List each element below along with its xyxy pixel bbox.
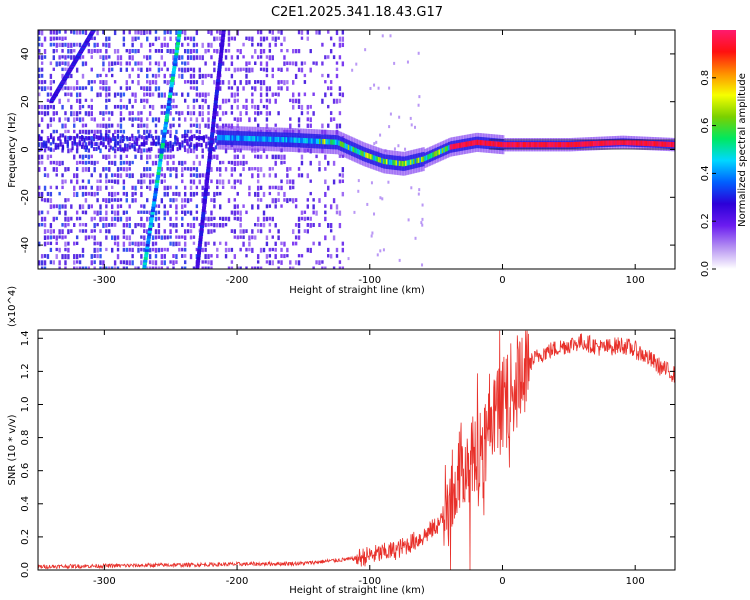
- snr-y-tick-label: 0.0: [20, 562, 31, 578]
- snr-x-tick-label: -300: [93, 576, 116, 587]
- spectrogram-x-tick-label: 0: [499, 275, 505, 286]
- spectrogram-x-axis: -300 -200 -100 0 100: [93, 30, 645, 286]
- spectrogram-y-tick-label: 20: [20, 95, 31, 108]
- colorbar-tick-label: 0.4: [700, 165, 711, 181]
- colorbar-tick-label: 0.2: [700, 213, 711, 229]
- spectrogram-x-tick-label: 100: [626, 275, 645, 286]
- snr-x-tick-label: -200: [226, 576, 249, 587]
- snr-y-tick-label: 0.8: [20, 430, 31, 446]
- snr-y-axis: 0.0 0.2 0.4 0.6 0.8 1.0 1.2 1.4: [20, 330, 675, 578]
- snr-y-tick-label: 0.4: [20, 496, 31, 512]
- chart-title: C2E1.2025.341.18.43.G17: [271, 5, 443, 20]
- spectrogram-streak: [49, 30, 96, 104]
- colorbar-ticks: 0.0 0.2 0.4 0.6 0.8: [700, 70, 716, 277]
- snr-scale-label: (x10^4): [7, 286, 18, 327]
- snr-x-tick-label: -100: [358, 576, 381, 587]
- snr-y-tick-label: 0.2: [20, 529, 31, 545]
- snr-y-tick-label: 1.4: [20, 330, 31, 346]
- snr-y-tick-label: 0.6: [20, 463, 31, 479]
- spectrogram-x-tick-label: -200: [226, 275, 249, 286]
- spectrogram-x-tick-label: -100: [358, 275, 381, 286]
- spectrogram-ridge: [217, 125, 675, 176]
- colorbar-label: Normalized spectral amplitude: [737, 73, 748, 227]
- snr-x-tick-label: 0: [499, 576, 505, 587]
- spectrogram-streak: [142, 30, 182, 269]
- spectrogram-y-axis: -40 -20 0 20 40: [20, 48, 675, 253]
- snr-y-tick-label: 1.2: [20, 363, 31, 379]
- spectrogram-xlabel: Height of straight line (km): [289, 285, 425, 296]
- snr-x-axis: -300 -200 -100 0 100: [93, 330, 645, 587]
- spectrogram-streak: [195, 30, 226, 269]
- colorbar-tick-label: 0.8: [700, 70, 711, 86]
- spectrogram-y-tick-label: 40: [20, 48, 31, 61]
- spectrogram-ylabel: Frequency (Hz): [7, 112, 18, 188]
- snr-xlabel: Height of straight line (km): [289, 585, 425, 596]
- spectrogram-y-tick-label: 0: [20, 146, 31, 152]
- colorbar: 0.0 0.2 0.4 0.6 0.8 Normalized spectral ampl…: [700, 30, 748, 277]
- snr-panel: -300 -200 -100 0 100 0.0 0.2 0.4 0.6 0.8 1.0 1.2 1.…: [7, 286, 676, 596]
- snr-plot-area: [38, 330, 675, 570]
- spectrogram-heatmap: [38, 30, 675, 269]
- spectrogram-y-tick-label: -40: [20, 237, 31, 253]
- snr-y-tick-label: 1.0: [20, 397, 31, 413]
- colorbar-tick-label: 0.0: [700, 261, 711, 277]
- colorbar-tick-label: 0.6: [700, 118, 711, 134]
- snr-line: [38, 330, 675, 570]
- snr-background: [38, 330, 675, 570]
- spectrogram-y-tick-label: -20: [20, 189, 31, 205]
- spectrogram-x-tick-label: -300: [93, 275, 116, 286]
- snr-ylabel: SNR (10 * v/v): [7, 414, 18, 485]
- colorbar-gradient: [712, 30, 736, 269]
- snr-frame: [37, 329, 676, 571]
- snr-x-tick-label: 100: [626, 576, 645, 587]
